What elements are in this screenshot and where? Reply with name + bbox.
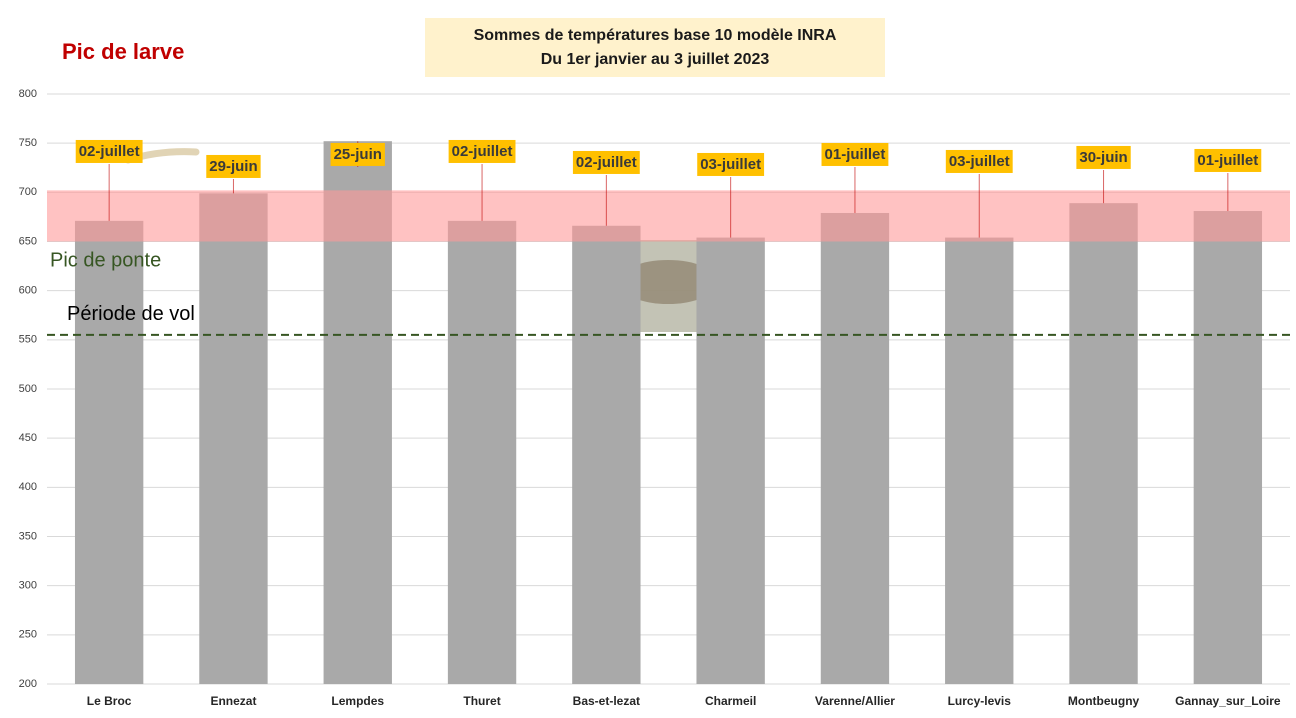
- y-tick-label: 350: [19, 530, 37, 542]
- chart-title: Sommes de températures base 10 modèle IN…: [474, 27, 837, 44]
- y-tick-label: 600: [19, 285, 37, 297]
- y-tick-label: 700: [19, 186, 37, 198]
- y-tick-label: 500: [19, 383, 37, 395]
- annotation-label: 03-juillet: [949, 153, 1010, 170]
- bar: [75, 221, 143, 684]
- annotation-label: 02-juillet: [576, 154, 637, 171]
- x-tick-label: Thuret: [463, 694, 500, 708]
- x-tick-label: Montbeugny: [1068, 694, 1140, 708]
- annotation-label: 30-juin: [1079, 149, 1127, 166]
- annotation-label: 25-juin: [334, 146, 382, 163]
- y-tick-label: 300: [19, 580, 37, 592]
- bar: [572, 226, 640, 684]
- x-tick-label: Lurcy-levis: [948, 694, 1012, 708]
- bar: [696, 238, 764, 684]
- chart: Sommes de températures base 10 modèle IN…: [0, 0, 1296, 718]
- y-tick-label: 650: [19, 235, 37, 247]
- x-tick-label: Charmeil: [705, 694, 756, 708]
- bar: [1069, 203, 1137, 684]
- bar: [199, 193, 267, 684]
- x-tick-label: Bas-et-lezat: [573, 694, 640, 708]
- band-label: Pic de ponte: [50, 249, 161, 271]
- bar: [821, 213, 889, 684]
- page: {"chart_data": { "type": "bar", "title":…: [0, 0, 1296, 718]
- y-tick-label: 800: [19, 88, 37, 100]
- y-tick-label: 750: [19, 137, 37, 149]
- y-tick-label: 450: [19, 432, 37, 444]
- annotation-label: 02-juillet: [79, 143, 140, 160]
- annotation-label: 03-juillet: [700, 156, 761, 173]
- bar: [1194, 211, 1262, 684]
- annotation-label: 29-juin: [209, 158, 257, 175]
- y-tick-label: 400: [19, 481, 37, 493]
- x-tick-label: Gannay_sur_Loire: [1175, 694, 1281, 708]
- bar: [945, 238, 1013, 684]
- annotation-label: 02-juillet: [452, 143, 513, 160]
- x-tick-label: Le Broc: [87, 694, 132, 708]
- reference-label: Période de vol: [67, 303, 195, 325]
- annotation-label: 01-juillet: [825, 146, 886, 163]
- bar: [448, 221, 516, 684]
- annotation-label: 01-juillet: [1197, 152, 1258, 169]
- x-tick-label: Lempdes: [331, 694, 384, 708]
- x-tick-label: Ennezat: [210, 694, 256, 708]
- y-tick-label: 200: [19, 678, 37, 690]
- x-tick-label: Varenne/Allier: [815, 694, 895, 708]
- chart-subtitle: Du 1er janvier au 3 juillet 2023: [541, 51, 770, 68]
- y-tick-label: 250: [19, 629, 37, 641]
- y-tick-label: 550: [19, 334, 37, 346]
- corner-label: Pic de larve: [62, 39, 184, 64]
